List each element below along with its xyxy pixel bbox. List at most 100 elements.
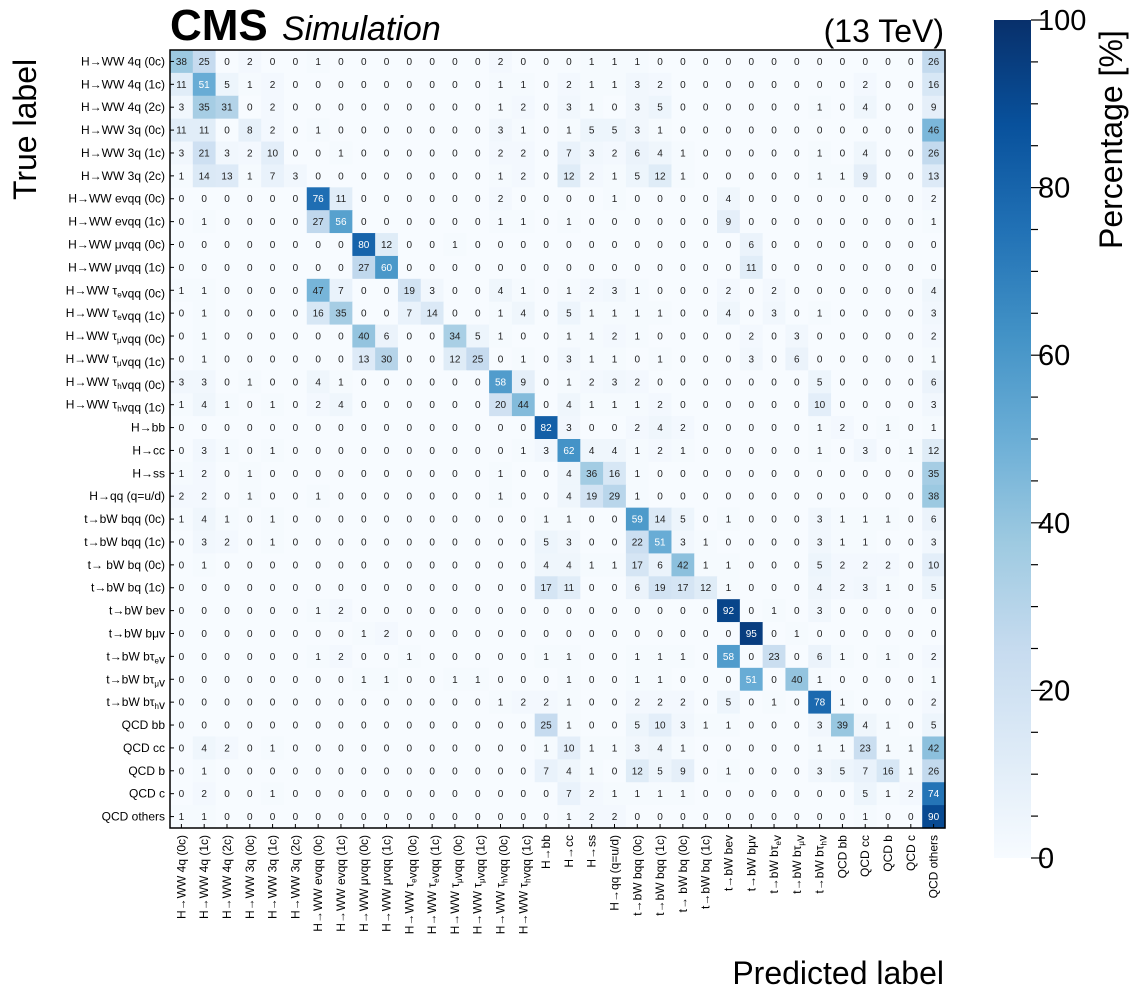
heatmap-cell	[192, 301, 217, 326]
heatmap-cell-value: 4	[862, 148, 868, 159]
heatmap-cell-value: 0	[771, 629, 777, 640]
heatmap-cell	[648, 690, 673, 715]
heatmap-cell	[717, 553, 741, 577]
heatmap-cell	[739, 530, 764, 555]
heatmap-cell-value: 0	[726, 537, 732, 548]
heatmap-cell-value: 3	[771, 309, 777, 320]
x-tick-label: H→WW μvqq (1c)	[380, 835, 394, 932]
heatmap-cell-value: 0	[201, 194, 207, 205]
heatmap-cell-value: 0	[703, 789, 709, 800]
heatmap-cell	[808, 393, 832, 417]
heatmap-cell	[238, 439, 262, 463]
heatmap-cell	[717, 713, 741, 738]
heatmap-cell-value: 1	[726, 515, 732, 526]
heatmap-cell	[192, 599, 217, 623]
heatmap-cell-value: 5	[475, 332, 481, 343]
heatmap-cell-value: 1	[179, 469, 185, 480]
heatmap-cell	[420, 507, 445, 532]
heatmap-cell-value: 0	[794, 583, 800, 594]
heatmap-cell-value: 0	[315, 515, 321, 526]
heatmap-cell-value: 0	[247, 652, 253, 663]
heatmap-cell	[625, 782, 650, 806]
heatmap-cell	[375, 324, 399, 349]
heatmap-cell-value: 0	[224, 469, 230, 480]
heatmap-cell-value: 7	[862, 766, 868, 777]
heatmap-cell-value: 0	[748, 766, 754, 777]
heatmap-cell-value: 1	[680, 171, 686, 182]
heatmap-cell-value: 0	[794, 377, 800, 388]
heatmap-cell-value: 0	[748, 743, 754, 754]
heatmap-cell-value: 0	[498, 515, 504, 526]
heatmap-cell-value: 0	[293, 789, 299, 800]
heatmap-cell-value: 7	[543, 766, 549, 777]
heatmap-cell	[808, 644, 832, 669]
heatmap-cell	[511, 759, 536, 783]
heatmap-cell	[694, 667, 718, 692]
heatmap-cell	[352, 95, 376, 120]
heatmap-cell	[762, 576, 787, 600]
heatmap-cell-value: 0	[543, 57, 549, 68]
heatmap-cell-value: 16	[313, 309, 325, 320]
heatmap-cell	[694, 278, 718, 303]
heatmap-cell	[717, 187, 741, 211]
heatmap-cell-value: 0	[794, 698, 800, 709]
heatmap-cell-value: 0	[498, 446, 504, 457]
heatmap-cell-value: 0	[908, 57, 914, 68]
heatmap-cell	[762, 187, 787, 211]
heatmap-cell-value: 0	[498, 812, 504, 823]
heatmap-cell-value: 0	[429, 332, 435, 343]
heatmap-cell-value: 0	[794, 263, 800, 274]
heatmap-cell-value: 0	[589, 240, 595, 251]
heatmap-cell-value: 0	[361, 698, 367, 709]
heatmap-cell	[352, 713, 376, 738]
heatmap-cell-value: 0	[270, 309, 276, 320]
heatmap-cell	[739, 713, 764, 738]
heatmap-cell-value: 0	[703, 606, 709, 617]
x-tick-label: t→bW bev	[721, 835, 735, 891]
heatmap-cell	[192, 530, 217, 555]
heatmap-cell	[557, 667, 581, 692]
heatmap-cell-value: 0	[429, 766, 435, 777]
heatmap-cell-value: 0	[452, 583, 458, 594]
heatmap-cell-value: 0	[270, 606, 276, 617]
heatmap-cell-value: 0	[794, 469, 800, 480]
heatmap-cell	[329, 233, 353, 257]
heatmap-cell-value: 0	[452, 148, 458, 159]
heatmap-cell-value: 14	[655, 515, 667, 526]
heatmap-cell	[375, 713, 399, 738]
heatmap-cell-value: 1	[817, 171, 823, 182]
heatmap-cell-value: 38	[928, 492, 940, 503]
heatmap-cell-value: 0	[498, 537, 504, 548]
heatmap-cell-value: 0	[429, 240, 435, 251]
heatmap-cell-value: 0	[179, 789, 185, 800]
heatmap-cell-value: 1	[612, 80, 618, 91]
heatmap-cell	[420, 644, 445, 669]
heatmap-cell	[762, 72, 787, 97]
x-tick-label: H→WW 3q (2c)	[288, 835, 302, 919]
heatmap-cell	[648, 484, 673, 509]
heatmap-cell	[329, 461, 353, 486]
heatmap-cell	[306, 759, 331, 783]
heatmap-cell	[306, 461, 331, 486]
heatmap-cell	[375, 461, 399, 486]
heatmap-cell	[215, 736, 239, 760]
heatmap-cell	[853, 805, 878, 829]
heatmap-cell-value: 1	[566, 698, 572, 709]
heatmap-cell	[762, 278, 787, 303]
heatmap-cell	[717, 576, 741, 600]
heatmap-cell-value: 0	[908, 675, 914, 686]
heatmap-cell-value: 27	[358, 263, 370, 274]
heatmap-cell	[170, 805, 194, 829]
heatmap-cell	[375, 370, 399, 394]
heatmap-cell	[762, 461, 787, 486]
heatmap-cell	[648, 416, 673, 440]
heatmap-cell-value: 1	[634, 469, 640, 480]
heatmap-cell	[717, 530, 741, 555]
heatmap-cell	[899, 118, 923, 143]
heatmap-cell-value: 0	[384, 560, 390, 571]
heatmap-cell	[306, 393, 331, 417]
heatmap-cell	[329, 416, 353, 440]
heatmap-cell	[671, 72, 695, 97]
heatmap-cell	[853, 393, 878, 417]
heatmap-cell-value: 0	[771, 721, 777, 732]
